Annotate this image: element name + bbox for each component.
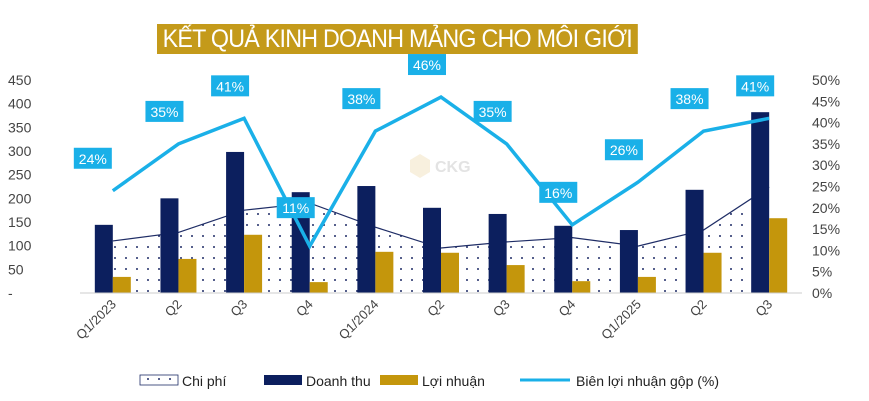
left-axis-tick: 150 xyxy=(8,214,32,230)
watermark-logo-icon xyxy=(410,154,430,178)
data-label-box xyxy=(539,181,578,203)
data-label-box xyxy=(473,100,512,122)
data-label: 11% xyxy=(282,200,309,216)
left-axis-tick: 400 xyxy=(8,96,32,112)
loi-nhuan-bar xyxy=(572,281,591,293)
right-axis-tick: 25% xyxy=(812,179,840,195)
x-axis-tick: Q1/2024 xyxy=(336,297,382,343)
left-axis-tick: 250 xyxy=(8,167,32,183)
x-axis-tick: Q4 xyxy=(556,297,579,320)
x-axis-tick: Q4 xyxy=(293,297,316,320)
right-axis-tick: 35% xyxy=(812,136,840,152)
x-axis-tick: Q2 xyxy=(424,297,447,320)
loi-nhuan-bar xyxy=(309,282,328,293)
data-label: 35% xyxy=(150,104,178,120)
doanh-thu-bar xyxy=(554,225,573,293)
data-label-box xyxy=(736,75,775,97)
left-axis-tick: 350 xyxy=(8,119,32,135)
loi-nhuan-bar xyxy=(244,234,263,293)
x-axis-tick: Q3 xyxy=(490,297,513,320)
left-axis-tick: 100 xyxy=(8,238,32,254)
right-axis-tick: 45% xyxy=(812,93,840,109)
x-axis-tick: Q2 xyxy=(687,297,710,320)
data-label: 38% xyxy=(676,91,704,107)
data-label-box xyxy=(73,147,112,169)
data-label-box xyxy=(276,197,315,219)
data-label: 24% xyxy=(79,151,107,167)
data-label: 46% xyxy=(413,57,441,73)
legend-swatch-loi-nhuan xyxy=(380,375,418,385)
data-label: 41% xyxy=(216,78,244,94)
loi-nhuan-bar xyxy=(506,265,525,293)
doanh-thu-bar xyxy=(751,112,770,293)
left-axis-tick: 450 xyxy=(8,72,32,88)
doanh-thu-bar xyxy=(619,230,638,293)
right-axis-tick: 15% xyxy=(812,221,840,237)
data-label: 16% xyxy=(544,185,572,201)
x-axis-tick: Q3 xyxy=(227,297,250,320)
doanh-thu-bar xyxy=(357,186,376,293)
x-axis-tick: Q2 xyxy=(162,297,185,320)
data-label: 41% xyxy=(741,78,769,94)
right-axis-tick: 40% xyxy=(812,115,840,131)
loi-nhuan-bar xyxy=(178,258,197,293)
left-axis-tick: 50 xyxy=(8,261,24,277)
legend-swatch-chi-phi xyxy=(139,374,179,386)
data-label-box xyxy=(145,100,184,122)
doanh-thu-bar xyxy=(94,224,113,293)
legend-label-chi-phi: Chi phí xyxy=(182,373,226,389)
loi-nhuan-bar xyxy=(375,251,394,293)
x-axis-tick: Q1/2025 xyxy=(598,297,644,343)
legend-label-loi-nhuan: Lợi nhuận xyxy=(422,373,485,389)
doanh-thu-bar xyxy=(488,213,507,293)
right-axis-tick: 30% xyxy=(812,157,840,173)
loi-nhuan-bar xyxy=(769,218,788,293)
chart-title: KẾT QUẢ KINH DOANH MẢNG CHO MÔI GIỚI xyxy=(157,24,638,54)
data-label: 26% xyxy=(610,142,638,158)
data-label: 38% xyxy=(347,91,375,107)
data-label-box xyxy=(211,75,250,97)
loi-nhuan-bar xyxy=(112,276,131,293)
loi-nhuan-bar xyxy=(703,252,722,293)
doanh-thu-bar xyxy=(423,207,441,293)
data-label-box xyxy=(408,54,446,76)
doanh-thu-bar xyxy=(685,189,704,293)
x-axis-tick: Q1/2023 xyxy=(73,297,119,343)
right-axis-tick: 5% xyxy=(812,264,832,280)
right-axis-tick: 0% xyxy=(812,285,832,301)
doanh-thu-bar xyxy=(160,198,179,293)
right-axis-tick: 10% xyxy=(812,242,840,258)
doanh-thu-bar xyxy=(226,151,245,293)
legend-label-margin: Biên lợi nhuận gộp (%) xyxy=(576,373,719,389)
right-axis-tick: 50% xyxy=(812,72,840,88)
legend-label-doanh-thu: Doanh thu xyxy=(306,373,371,389)
data-label-box xyxy=(604,139,643,161)
left-axis-tick: 300 xyxy=(8,143,32,159)
data-label: 35% xyxy=(479,104,507,120)
data-label-box xyxy=(670,88,709,110)
right-axis-tick: 20% xyxy=(812,200,840,216)
watermark-text: CKG xyxy=(435,159,471,176)
data-label-box xyxy=(342,88,381,110)
loi-nhuan-bar xyxy=(637,276,656,293)
left-axis-tick: 200 xyxy=(8,190,32,206)
x-axis-tick: Q3 xyxy=(752,297,775,320)
left-axis-tick: - xyxy=(8,285,13,301)
margin-line xyxy=(111,94,770,250)
legend-swatch-doanh-thu xyxy=(264,375,302,385)
loi-nhuan-bar xyxy=(441,252,459,293)
